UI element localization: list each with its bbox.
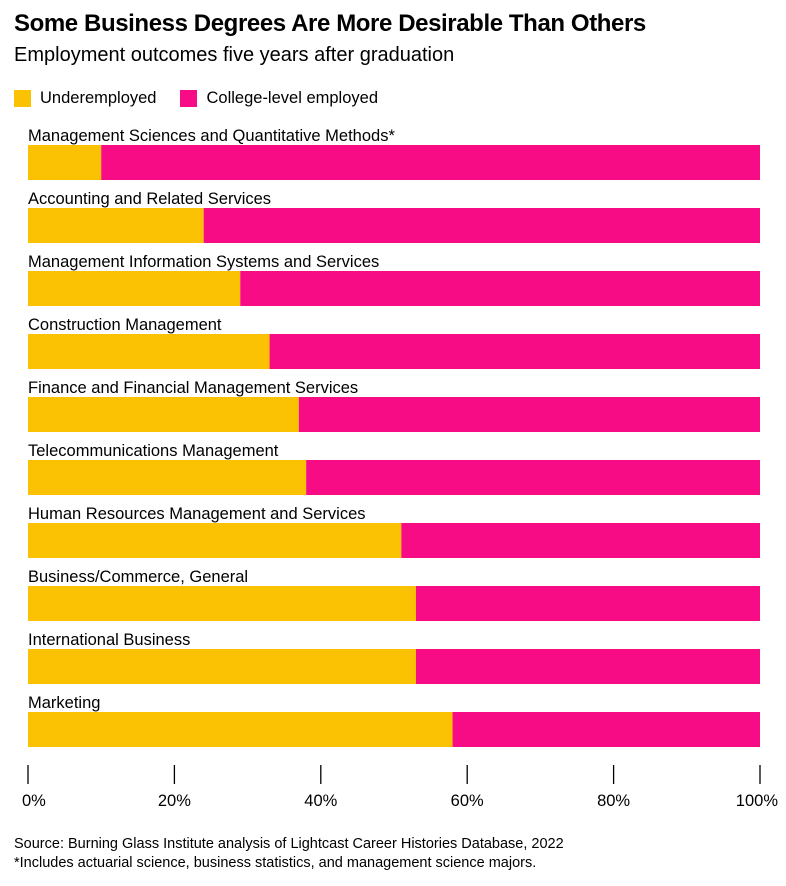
bar-college-level-marketing	[452, 712, 760, 747]
legend-swatch-college-level	[180, 90, 198, 107]
bar-college-level-international-business	[415, 649, 760, 684]
bar-underemployed-business-commerce-general	[28, 586, 416, 621]
legend-item-underemployed: Underemployed	[14, 89, 156, 108]
bar-college-level-management-sciences-and-quantitative-methods	[101, 145, 760, 180]
bar-underemployed-finance-and-financial-management-services	[28, 397, 299, 432]
bar-college-level-human-resources-management-and-services	[401, 523, 760, 558]
x-tick-label-5: 100%	[736, 792, 779, 810]
bar-underemployed-human-resources-management-and-services	[28, 523, 402, 558]
bar-underemployed-management-information-systems-and-services	[28, 271, 241, 306]
category-label-construction-management: Construction Management	[28, 316, 222, 334]
legend-label-underemployed: Underemployed	[40, 89, 157, 107]
bar-college-level-construction-management	[269, 334, 760, 369]
category-label-marketing: Marketing	[28, 694, 100, 712]
stacked-bar-chart: Management Sciences and Quantitative Met…	[22, 127, 779, 810]
category-label-business-commerce-general: Business/Commerce, General	[28, 568, 248, 586]
category-label-telecommunications-management: Telecommunications Management	[28, 442, 279, 460]
bar-college-level-finance-and-financial-management-services	[298, 397, 760, 432]
bar-underemployed-construction-management	[28, 334, 270, 369]
legend: Underemployed College-level employed	[14, 89, 402, 108]
category-label-finance-and-financial-management-services: Finance and Financial Management Service…	[28, 379, 358, 397]
x-tick-label-3: 60%	[451, 792, 484, 810]
category-label-management-information-systems-and-services: Management Information Systems and Servi…	[28, 253, 379, 271]
category-label-international-business: International Business	[28, 631, 190, 649]
legend-label-college-level: College-level employed	[206, 89, 378, 107]
bar-college-level-management-information-systems-and-services	[240, 271, 760, 306]
x-tick-label-1: 20%	[158, 792, 191, 810]
chart-title: Some Business Degrees Are More Desirable…	[14, 10, 646, 37]
chart-subtitle: Employment outcomes five years after gra…	[14, 44, 455, 66]
bar-underemployed-marketing	[28, 712, 453, 747]
bar-underemployed-international-business	[28, 649, 416, 684]
bar-underemployed-accounting-and-related-services	[28, 208, 204, 243]
bar-college-level-telecommunications-management	[306, 460, 760, 495]
footnote: *Includes actuarial science, business st…	[14, 855, 537, 871]
legend-swatch-underemployed	[14, 90, 31, 107]
legend-item-college-level: College-level employed	[180, 89, 378, 108]
category-label-management-sciences-and-quantitative-methods: Management Sciences and Quantitative Met…	[28, 127, 395, 145]
bar-underemployed-telecommunications-management	[28, 460, 307, 495]
source-note: Source: Burning Glass Institute analysis…	[14, 836, 564, 852]
x-tick-label-2: 40%	[304, 792, 337, 810]
bar-college-level-business-commerce-general	[415, 586, 760, 621]
bar-underemployed-management-sciences-and-quantitative-methods	[28, 145, 102, 180]
category-label-human-resources-management-and-services: Human Resources Management and Services	[28, 505, 366, 523]
x-tick-label-0: 0%	[22, 792, 46, 810]
bar-college-level-accounting-and-related-services	[203, 208, 760, 243]
category-label-accounting-and-related-services: Accounting and Related Services	[28, 190, 271, 208]
x-tick-label-4: 80%	[597, 792, 630, 810]
